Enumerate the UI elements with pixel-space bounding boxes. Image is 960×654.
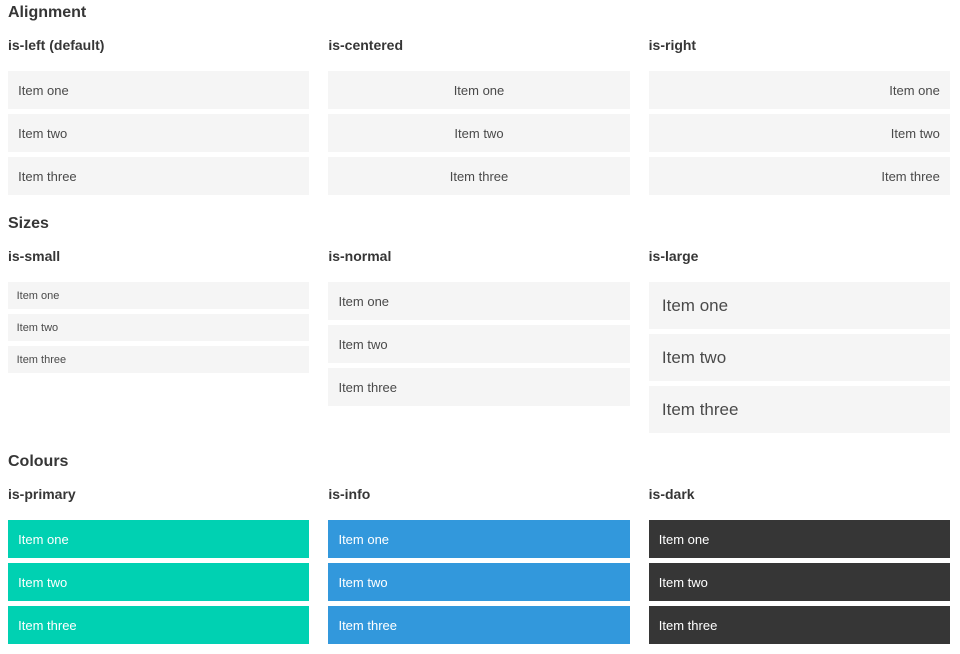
list-item[interactable]: Item three (648, 606, 950, 644)
list-is-large: Item one Item two Item three (648, 282, 950, 433)
columns-row: is-primary Item one Item two Item three … (8, 486, 950, 649)
list-item[interactable]: Item two (648, 334, 950, 381)
list-is-info: Item one Item two Item three (328, 520, 630, 644)
list-item[interactable]: Item one (8, 282, 310, 309)
list-is-right: Item one Item two Item three (648, 71, 950, 195)
list-item[interactable]: Item one (648, 282, 950, 329)
list-item[interactable]: Item one (648, 520, 950, 558)
columns-row: is-small Item one Item two Item three is… (8, 248, 950, 438)
list-item[interactable]: Item three (328, 606, 630, 644)
column-is-right: is-right Item one Item two Item three (648, 37, 950, 200)
list-item[interactable]: Item three (8, 157, 310, 195)
column-label: is-centered (328, 37, 404, 53)
list-item[interactable]: Item one (328, 282, 630, 320)
section-title: Alignment (8, 4, 87, 21)
list-item[interactable]: Item two (8, 563, 310, 601)
section-title: Colours (8, 453, 69, 470)
list-item[interactable]: Item three (328, 368, 630, 406)
list-is-normal: Item one Item two Item three (328, 282, 630, 406)
list-item[interactable]: Item one (648, 71, 950, 109)
column-label: is-left (default) (8, 37, 105, 53)
column-is-left: is-left (default) Item one Item two Item… (8, 37, 310, 200)
list-item[interactable]: Item one (8, 71, 310, 109)
list-item[interactable]: Item three (648, 157, 950, 195)
list-item[interactable]: Item one (328, 71, 630, 109)
list-is-dark: Item one Item two Item three (648, 520, 950, 644)
list-item[interactable]: Item two (328, 325, 630, 363)
section-alignment: Alignment is-left (default) Item one Ite… (8, 3, 950, 200)
column-label: is-small (8, 248, 61, 264)
section-title: Sizes (8, 215, 49, 232)
column-is-small: is-small Item one Item two Item three (8, 248, 310, 438)
column-label: is-normal (328, 248, 392, 264)
list-is-centered: Item one Item two Item three (328, 71, 630, 195)
list-item[interactable]: Item three (328, 157, 630, 195)
columns-row: is-left (default) Item one Item two Item… (8, 37, 950, 200)
list-is-primary: Item one Item two Item three (8, 520, 310, 644)
section-sizes: Sizes is-small Item one Item two Item th… (8, 214, 950, 438)
column-label: is-right (648, 37, 697, 53)
list-item[interactable]: Item one (328, 520, 630, 558)
column-is-normal: is-normal Item one Item two Item three (328, 248, 630, 438)
list-item[interactable]: Item one (8, 520, 310, 558)
column-is-dark: is-dark Item one Item two Item three (648, 486, 950, 649)
list-item[interactable]: Item three (648, 386, 950, 433)
list-item[interactable]: Item two (8, 314, 310, 341)
list-item[interactable]: Item two (328, 563, 630, 601)
list-item[interactable]: Item three (8, 346, 310, 373)
column-label: is-dark (648, 486, 695, 502)
list-is-left: Item one Item two Item three (8, 71, 310, 195)
column-is-primary: is-primary Item one Item two Item three (8, 486, 310, 649)
section-colours: Colours is-primary Item one Item two Ite… (8, 452, 950, 649)
column-is-large: is-large Item one Item two Item three (648, 248, 950, 438)
column-is-info: is-info Item one Item two Item three (328, 486, 630, 649)
column-label: is-large (648, 248, 699, 264)
list-item[interactable]: Item two (648, 114, 950, 152)
list-item[interactable]: Item two (8, 114, 310, 152)
list-item[interactable]: Item two (648, 563, 950, 601)
column-is-centered: is-centered Item one Item two Item three (328, 37, 630, 200)
column-label: is-info (328, 486, 371, 502)
list-item[interactable]: Item three (8, 606, 310, 644)
column-label: is-primary (8, 486, 76, 502)
list-is-small: Item one Item two Item three (8, 282, 310, 373)
list-item[interactable]: Item two (328, 114, 630, 152)
